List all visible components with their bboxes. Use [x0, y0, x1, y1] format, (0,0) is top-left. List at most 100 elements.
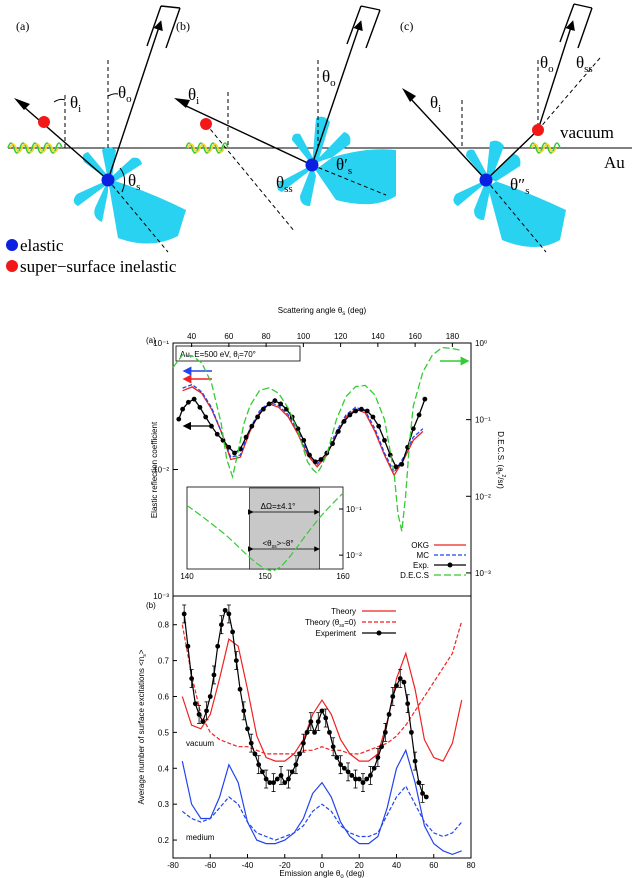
experiment-point [215, 643, 221, 649]
top-axis-label: Scattering angle θs (deg) [278, 306, 367, 317]
schematic-legend: elastic super−surface inelastic [6, 236, 177, 276]
series-b-1-line [181, 620, 463, 755]
exp-point [335, 429, 341, 434]
exp-point [191, 396, 197, 402]
experiment-point [304, 729, 310, 735]
inset: 140 150 160 10⁻¹ 10⁻² ΔΩ=±4.1° <θss>~8° [180, 486, 362, 581]
incident-ray [409, 97, 487, 181]
experiment-point [300, 740, 306, 746]
exp-point [330, 441, 335, 447]
super-surface-electron-icon [38, 116, 50, 128]
exp-point [307, 452, 312, 458]
chart-b: (b) Emission angle θo (deg) Average numb… [137, 595, 476, 878]
theta-ss-ray [205, 123, 296, 233]
theta-ss-ray [537, 57, 601, 131]
series-b-0-line [181, 638, 463, 762]
exp-point [272, 398, 278, 404]
experiment-point [289, 769, 295, 775]
exp-point [226, 444, 232, 450]
surface-wave-yellow [9, 143, 59, 153]
vacuum-label: vacuum [560, 123, 614, 142]
inset-shade [249, 487, 320, 570]
angle-arc [53, 98, 66, 103]
experiment-point [327, 729, 332, 735]
experiment-point [386, 712, 392, 717]
legend-inelastic-icon [6, 260, 18, 272]
legend-decs-label: D.E.C.S [400, 571, 429, 580]
inset-x-tick-label: 160 [336, 572, 350, 581]
exp-point [376, 423, 382, 429]
experiment-point [323, 715, 329, 721]
panel-tag: (a) [16, 19, 29, 33]
top-tick-label: 60 [224, 332, 233, 341]
incident-arrow-icon [14, 98, 30, 110]
experiment-point [252, 751, 258, 757]
panel-tag: (b) [176, 19, 190, 33]
theta-i-label: θi [188, 85, 199, 107]
chart-b-ticks: -80 -60 -40 -20 0 20 40 60 80 0.2 0.3 0.4 0.5 0.6 0.7 0… [158, 621, 476, 870]
experiment-point [219, 622, 224, 628]
experiment-point [423, 794, 429, 800]
x-tick-label: -20 [279, 861, 291, 870]
annotation-box [175, 345, 301, 362]
top-tick-label: 180 [446, 332, 460, 341]
exp-point [318, 457, 324, 462]
incident-ray [183, 104, 313, 166]
experiment-point [196, 712, 202, 717]
left-tick-label: 10⁻³ [153, 592, 169, 601]
exp-point [220, 437, 226, 443]
experiment-point [293, 762, 299, 768]
surface-wave-green [185, 142, 229, 154]
exp-point [197, 404, 203, 410]
series-d-e-c-s-line [172, 346, 462, 532]
series-b-3-line [181, 748, 462, 856]
surface-wave-green [7, 142, 63, 154]
exp-point [249, 423, 255, 429]
experiment-point [241, 708, 247, 714]
experiment-point [405, 701, 411, 707]
left-tick-label: 10⁻¹ [153, 339, 169, 348]
y-tick-label: 0.8 [158, 621, 170, 630]
chart-a-ticks: 40 60 80 100 120 140 160 180 10⁻¹ 10⁻² 10⁻³ 10⁰ 10⁻¹… [153, 332, 491, 601]
outgoing-ray [311, 20, 363, 166]
exp-point [382, 437, 387, 443]
theta-o-label: θo [322, 67, 336, 89]
exp-point [260, 406, 266, 412]
experiment-point [409, 729, 414, 735]
exp-point [422, 396, 428, 402]
exp-point [266, 401, 272, 407]
exp-point [341, 419, 347, 424]
experiment-point [286, 776, 291, 782]
panel-tag: (c) [400, 19, 413, 33]
elastic-electron-icon [479, 173, 493, 187]
experiment-point [382, 729, 388, 735]
chart-b-series [181, 604, 463, 856]
inset-x-tick-label: 140 [180, 572, 194, 581]
right-tick-label: 10⁻³ [475, 569, 491, 578]
experiment-point [233, 658, 239, 664]
vacuum-region-label: vacuum [186, 739, 214, 748]
x-axis-label: Emission angle θo (deg) [279, 869, 365, 878]
series-b-2-line [183, 609, 427, 798]
x-tick-label: -60 [204, 861, 216, 870]
medium-region-label: medium [186, 833, 215, 842]
experiment-point [185, 643, 191, 649]
surface-wave-yellow [531, 143, 557, 153]
experiment-point [371, 765, 377, 771]
legend-experiment-marker [376, 630, 382, 636]
experiment-point [420, 790, 425, 796]
theta-ss-label: θss [576, 53, 593, 75]
surface-wave-yellow [187, 143, 225, 153]
schematic-panel-c: (c) θi θo θss θ″s [400, 3, 601, 253]
experiment-point [226, 611, 232, 617]
experiment-point [345, 769, 351, 775]
theta-s-label: θs [128, 171, 140, 193]
top-tick-label: 120 [334, 332, 348, 341]
schematic: vacuum Au (a) θi θo θs (b) [6, 3, 632, 276]
experiment-point [416, 780, 422, 786]
experiment-point [192, 701, 198, 707]
experiment-point [263, 776, 269, 782]
exp-point [347, 412, 353, 418]
inset-curve [186, 492, 344, 572]
